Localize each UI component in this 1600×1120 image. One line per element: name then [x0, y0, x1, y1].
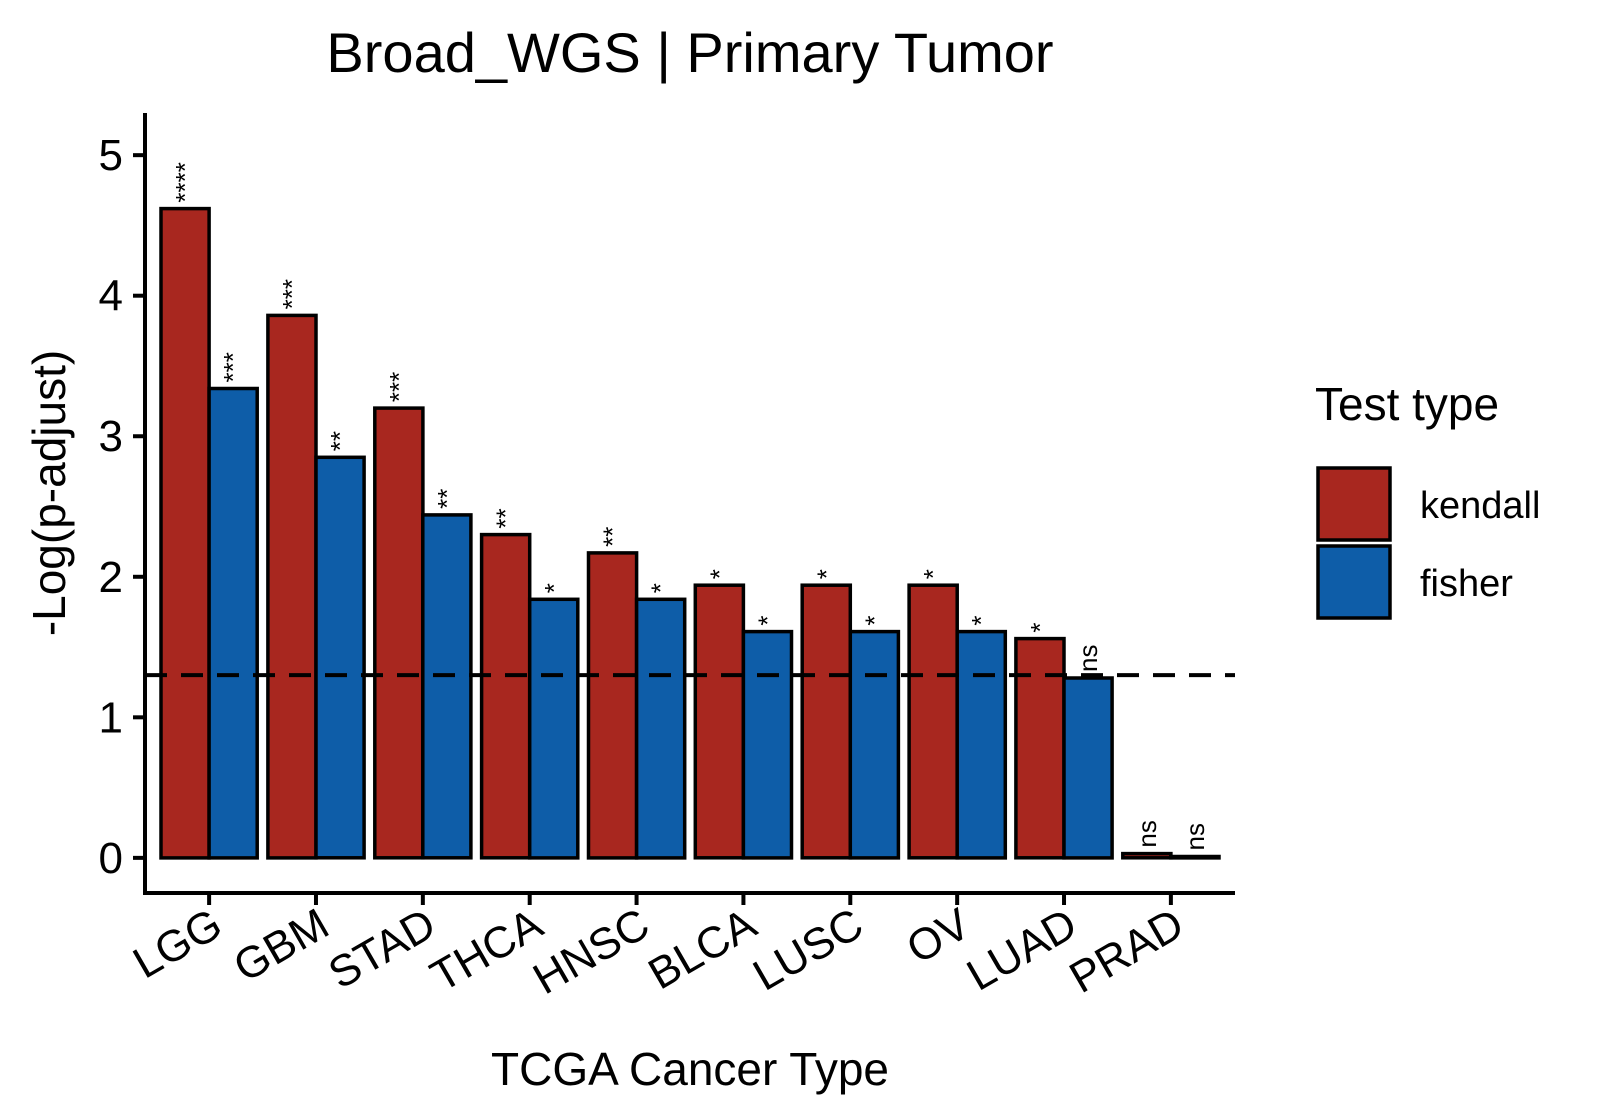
sig-label-kendall-stad: *** [384, 372, 414, 402]
y-tick-label: 1 [99, 693, 123, 742]
sig-label-kendall-blca: * [704, 569, 734, 579]
sig-label-fisher-hnsc: * [646, 583, 676, 593]
sig-label-kendall-lgg: **** [170, 162, 200, 202]
y-axis-title: -Log(p-adjust) [23, 350, 75, 636]
y-tick-label: 4 [99, 272, 123, 321]
bar-kendall-gbm [266, 313, 318, 860]
bar-kendall-blca [693, 583, 746, 860]
sig-label-kendall-prad: ns [1132, 820, 1162, 847]
bar-fisher-lgg [207, 386, 259, 860]
sig-label-fisher-blca: * [753, 615, 783, 625]
bar-kendall-lusc [800, 583, 853, 860]
y-tick-label: 2 [99, 553, 123, 602]
legend: Test type kendall fisher [1315, 378, 1540, 620]
bar-fisher-thca [527, 597, 580, 860]
bar-fisher-stad [421, 513, 473, 860]
bar-kendall-hnsc [586, 551, 639, 860]
bar-kendall-stad [373, 406, 425, 860]
sig-label-fisher-lusc: * [859, 615, 889, 625]
sig-label-fisher-prad: ns [1180, 823, 1210, 850]
sig-label-fisher-thca: * [539, 583, 569, 593]
sig-label-kendall-hnsc: ** [598, 527, 628, 547]
bar-kendall-lgg [159, 206, 211, 860]
legend-label-kendall: kendall [1420, 485, 1540, 527]
sig-label-fisher-luad: ns [1073, 645, 1103, 672]
x-tick-label-stad: STAD [321, 899, 444, 998]
x-axis-title: TCGA Cancer Type [491, 1043, 889, 1095]
y-tick-label: 0 [99, 834, 123, 883]
sig-label-fisher-lgg: *** [218, 352, 248, 382]
bar-fisher-gbm [314, 455, 366, 860]
x-tick-label-prad: PRAD [1062, 899, 1192, 1003]
sig-label-kendall-ov: * [918, 569, 948, 579]
y-tick-label: 5 [99, 131, 123, 180]
bar-fisher-lusc [848, 629, 901, 860]
legend-key-fisher [1316, 544, 1392, 620]
x-tick-label-thca: THCA [422, 899, 551, 1002]
x-tick-label-hnsc: HNSC [525, 899, 657, 1004]
x-tick-label-luad: LUAD [959, 899, 1085, 1000]
bar-kendall-ov [907, 583, 959, 860]
bar-kendall-thca [479, 532, 532, 860]
sig-label-fisher-gbm: ** [325, 431, 355, 451]
x-tick-label-lusc: LUSC [745, 899, 871, 1000]
x-tick-label-gbm: GBM [226, 899, 337, 992]
sig-label-kendall-luad: * [1025, 622, 1055, 632]
bar-fisher-hnsc [634, 597, 687, 860]
bar-fisher-luad [1062, 676, 1114, 860]
y-axis: 0 1 2 3 4 5 [99, 113, 147, 893]
sig-label-fisher-ov: * [966, 615, 996, 625]
sig-label-kendall-gbm: *** [277, 279, 307, 309]
y-tick-label: 3 [99, 412, 123, 461]
legend-label-fisher: fisher [1420, 563, 1513, 605]
bar-kendall-prad [1121, 851, 1173, 860]
x-tick-label-lgg: LGG [125, 899, 230, 988]
bar-fisher-prad [1169, 854, 1221, 860]
legend-key-kendall [1316, 466, 1392, 542]
chart-title: Broad_WGS | Primary Tumor [326, 21, 1053, 84]
legend-title: Test type [1315, 378, 1499, 430]
x-tick-label-blca: BLCA [640, 899, 765, 999]
bar-kendall-luad [1014, 636, 1066, 860]
bar-fisher-ov [955, 629, 1008, 860]
sig-label-fisher-stad: ** [432, 489, 462, 509]
bars-layer [159, 206, 1221, 860]
sig-label-kendall-thca: ** [491, 508, 521, 528]
bar-fisher-blca [741, 629, 794, 860]
sig-label-kendall-lusc: * [811, 569, 841, 579]
